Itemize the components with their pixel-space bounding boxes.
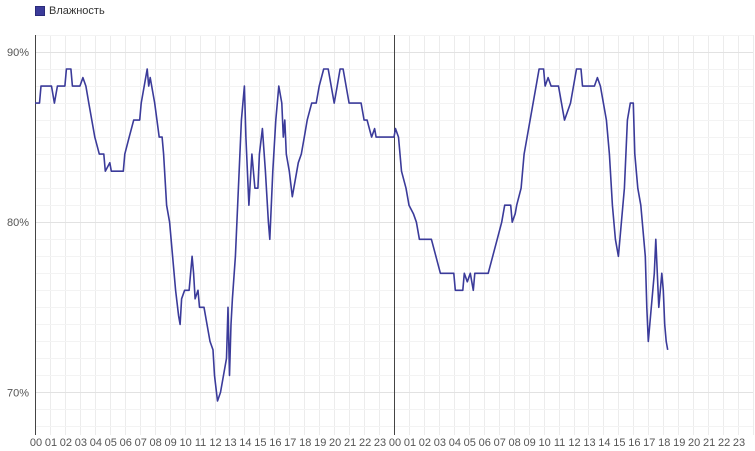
x-tick-label: 18 [299,437,311,449]
x-tick-labels: 00 01 02 03 04 05 06 07 08 09 10 11 12 13 14 15 16 17 18 19… [30,437,745,449]
x-tick-label: 03 [434,437,446,449]
x-tick-label: 14 [598,437,610,449]
x-tick-label: 17 [284,437,296,449]
x-tick-label: 19 [673,437,685,449]
legend-swatch [35,6,45,16]
legend[interactable]: Влажность [35,3,105,19]
x-tick-label: 02 [419,437,431,449]
x-tick-label: 13 [224,437,236,449]
y-tick-label: 80% [7,217,29,229]
x-tick-label: 22 [718,437,730,449]
x-tick-label: 01 [404,437,416,449]
x-tick-label: 18 [658,437,670,449]
x-tick-label: 09 [165,437,177,449]
x-tick-label: 13 [583,437,595,449]
x-tick-label: 08 [150,437,162,449]
x-tick-label: 04 [449,437,461,449]
x-tick-label: 05 [464,437,476,449]
x-tick-label: 16 [269,437,281,449]
x-tick-label: 10 [538,437,550,449]
x-tick-label: 11 [195,437,206,449]
x-tick-label: 11 [554,437,565,449]
x-tick-label: 10 [179,437,191,449]
x-tick-label: 05 [105,437,117,449]
x-tick-label: 01 [45,437,57,449]
y-tick-label: 70% [7,387,29,399]
series [35,68,669,402]
x-tick-label: 12 [568,437,580,449]
x-tick-label: 09 [524,437,536,449]
x-tick-label: 20 [688,437,700,449]
axes [35,35,395,435]
x-tick-label: 23 [733,437,745,449]
x-tick-label: 06 [479,437,491,449]
x-tick-label: 23 [374,437,386,449]
legend-label: Влажность [49,5,105,17]
x-tick-label: 02 [60,437,72,449]
x-tick-label: 04 [90,437,102,449]
x-tick-label: 03 [75,437,87,449]
x-tick-label: 00 [389,437,401,449]
x-tick-label: 12 [209,437,221,449]
x-tick-label: 21 [344,437,356,449]
y-tick-label: 90% [7,47,29,59]
grid [35,35,754,435]
x-tick-label: 20 [329,437,341,449]
x-tick-label: 15 [254,437,266,449]
series-line-humidity [35,68,669,402]
x-tick-label: 14 [239,437,251,449]
x-tick-label: 16 [628,437,640,449]
x-tick-label: 06 [120,437,132,449]
x-tick-label: 22 [359,437,371,449]
x-tick-label: 08 [509,437,521,449]
x-tick-label: 07 [135,437,147,449]
x-tick-label: 07 [494,437,506,449]
x-tick-label: 15 [613,437,625,449]
x-tick-label: 21 [703,437,715,449]
y-tick-labels: 70% 80% 90% [7,47,29,399]
x-tick-label: 19 [314,437,326,449]
x-tick-label: 00 [30,437,42,449]
x-tick-label: 17 [643,437,655,449]
